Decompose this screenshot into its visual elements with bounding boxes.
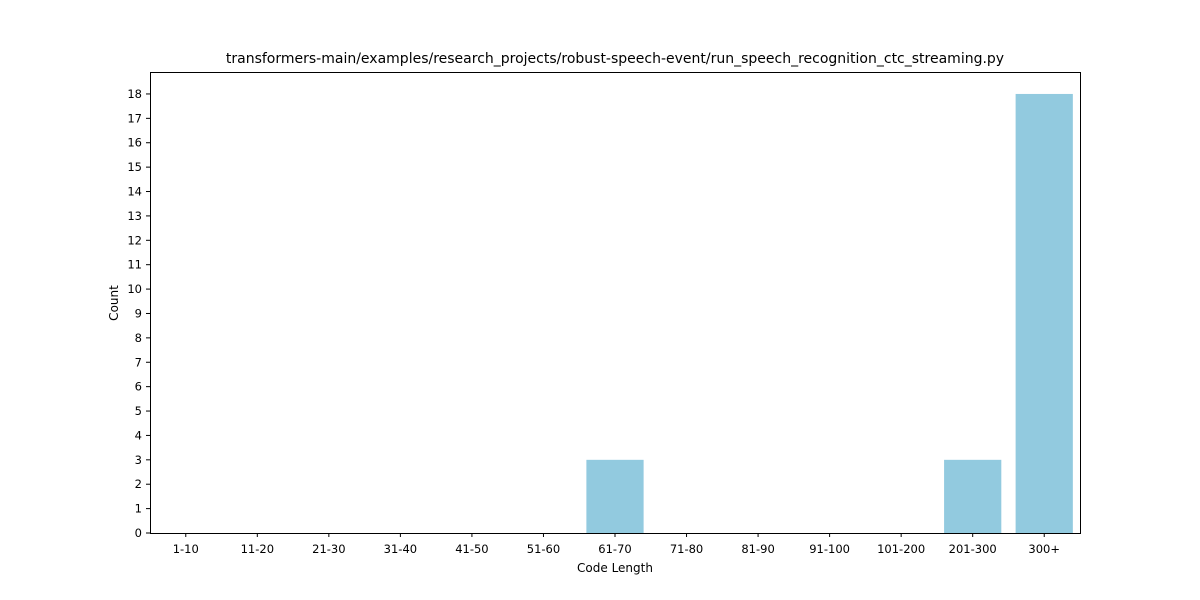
x-tick-label: 51-60: [527, 542, 560, 556]
y-tick-label: 7: [135, 355, 142, 369]
x-tick-label: 21-30: [312, 542, 345, 556]
y-tick-label: 18: [127, 87, 142, 101]
y-tick-label: 0: [135, 526, 142, 540]
y-tick-label: 3: [135, 453, 142, 467]
y-tick-label: 12: [127, 233, 142, 247]
x-tick-label: 101-200: [877, 542, 925, 556]
y-tick-label: 4: [135, 428, 142, 442]
bar-61-70: [586, 459, 644, 533]
y-tick-label: 14: [127, 185, 142, 199]
y-tick-label: 17: [127, 111, 142, 125]
x-tick-label: 201-300: [949, 542, 997, 556]
x-axis-ticks: 1-10 11-20 21-30 31-40 41-50 51-60 61-70 71-80 8…: [173, 533, 1060, 556]
y-tick-label: 9: [135, 306, 142, 320]
x-tick-label: 61-70: [598, 542, 631, 556]
y-tick-label: 8: [135, 331, 142, 345]
bars-group: [586, 93, 1073, 533]
chart-title: transformers-main/examples/research_proj…: [226, 51, 1004, 67]
y-tick-label: 16: [127, 136, 142, 150]
plot-area-frame: [150, 72, 1081, 534]
bar-201-300: [944, 459, 1002, 533]
x-tick-label: 300+: [1028, 542, 1060, 556]
y-tick-label: 5: [135, 404, 142, 418]
x-tick-label: 81-90: [741, 542, 774, 556]
y-tick-label: 11: [127, 258, 142, 272]
x-tick-label: 71-80: [670, 542, 703, 556]
y-tick-label: 2: [135, 477, 142, 491]
x-tick-label: 31-40: [384, 542, 417, 556]
x-tick-label: 11-20: [241, 542, 274, 556]
x-axis-label: Code Length: [577, 561, 653, 575]
x-tick-label: 1-10: [173, 542, 199, 556]
y-tick-label: 13: [127, 209, 142, 223]
y-tick-label: 10: [127, 282, 142, 296]
y-tick-label: 6: [135, 380, 142, 394]
y-axis-label: Count: [107, 285, 121, 321]
y-tick-label: 15: [127, 160, 142, 174]
x-tick-label: 41-50: [455, 542, 488, 556]
bar-300+: [1015, 93, 1073, 533]
y-tick-label: 1: [135, 502, 142, 516]
x-tick-label: 91-100: [809, 542, 850, 556]
